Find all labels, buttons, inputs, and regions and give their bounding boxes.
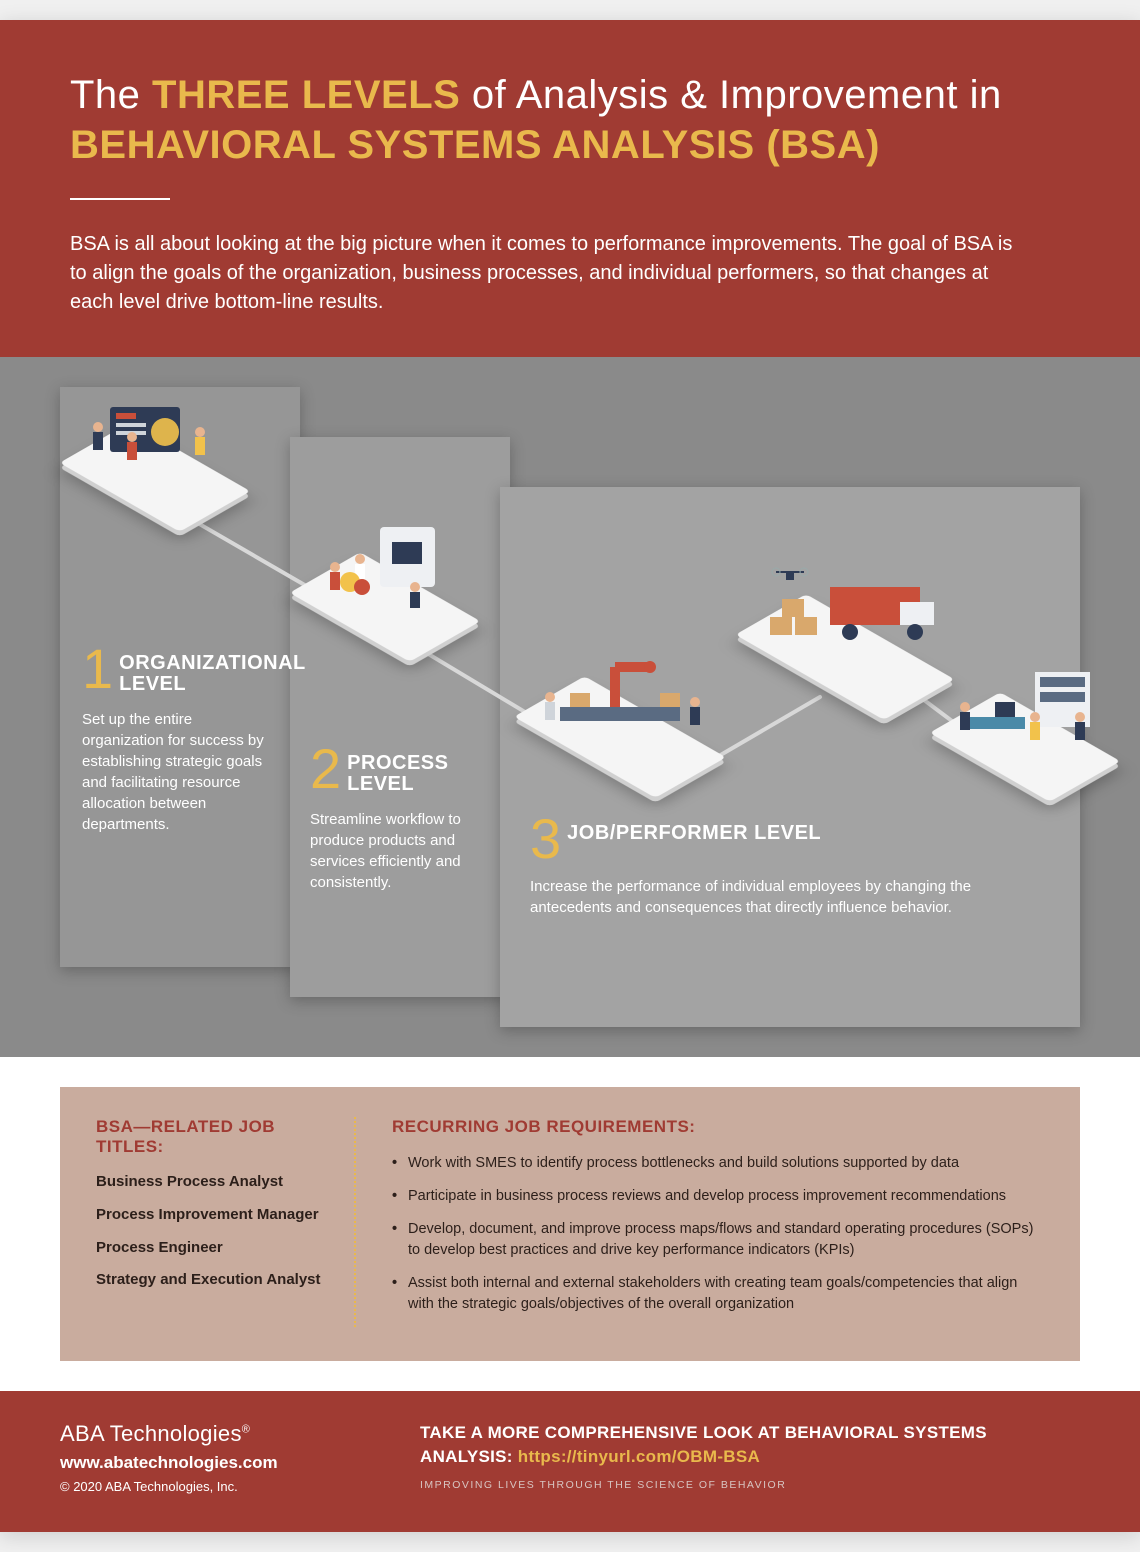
- illus-organizational-icon: [70, 427, 240, 527]
- requirement-item: Assist both internal and external stakeh…: [392, 1273, 1044, 1315]
- intro-text: BSA is all about looking at the big pict…: [70, 230, 1030, 317]
- level-3-title: JOB/PERFORMER LEVEL: [567, 817, 821, 844]
- job-title: Business Process Analyst: [96, 1173, 324, 1192]
- title-pre: The: [70, 73, 152, 117]
- job-title: Process Improvement Manager: [96, 1206, 324, 1225]
- level-1-number: 1: [82, 647, 113, 692]
- tagline: Improving lives through the science of b…: [420, 1479, 1080, 1491]
- job-title: Strategy and Execution Analyst: [96, 1271, 324, 1290]
- level-1-desc: Set up the entire organization for succe…: [82, 709, 274, 835]
- illus-process-icon: [300, 557, 470, 657]
- requirements-heading: RECURRING JOB REQUIREMENTS:: [392, 1117, 1044, 1137]
- level-2-desc: Streamline workflow to produce products …: [310, 809, 482, 893]
- levels-diagram: 1 ORGANIZATIONAL LEVEL Set up the entire…: [0, 357, 1140, 1057]
- title-em1: THREE LEVELS: [152, 73, 460, 117]
- requirement-item: Participate in business process reviews …: [392, 1186, 1044, 1207]
- job-title: Process Engineer: [96, 1239, 324, 1258]
- title-em2: BEHAVIORAL SYSTEMS ANALYSIS (BSA): [70, 123, 880, 167]
- level-2-number: 2: [310, 747, 341, 792]
- cta-link[interactable]: https://tinyurl.com/OBM-BSA: [518, 1447, 760, 1466]
- level-1: 1 ORGANIZATIONAL LEVEL Set up the entire…: [82, 647, 292, 835]
- title-mid: of Analysis & Improvement in: [460, 73, 1001, 117]
- footer-cta-block: TAKE A MORE COMPREHENSIVE LOOK AT BEHAVI…: [420, 1421, 1080, 1494]
- infographic-page: The THREE LEVELS of Analysis & Improveme…: [0, 20, 1140, 1532]
- illus-logistics-icon: [740, 607, 950, 707]
- job-titles-column: BSA—RELATED JOB TITLES: Business Process…: [96, 1117, 356, 1327]
- header-block: The THREE LEVELS of Analysis & Improveme…: [0, 20, 1140, 357]
- level-1-title: ORGANIZATIONAL LEVEL: [119, 647, 305, 695]
- brand-name: ABA Technologies®: [60, 1421, 360, 1447]
- illus-assembly-icon: [520, 687, 720, 787]
- requirements-column: RECURRING JOB REQUIREMENTS: Work with SM…: [392, 1117, 1044, 1327]
- page-title: The THREE LEVELS of Analysis & Improveme…: [70, 70, 1070, 170]
- copyright: © 2020 ABA Technologies, Inc.: [60, 1479, 360, 1494]
- title-divider: [70, 198, 170, 200]
- footer-brand-block: ABA Technologies® www.abatechnologies.co…: [60, 1421, 360, 1494]
- requirement-item: Develop, document, and improve process m…: [392, 1219, 1044, 1261]
- level-2: 2 PROCESS LEVEL Streamline workflow to p…: [310, 747, 500, 893]
- requirement-item: Work with SMES to identify process bottl…: [392, 1153, 1044, 1174]
- illus-office-icon: [940, 697, 1110, 797]
- footer-block: ABA Technologies® www.abatechnologies.co…: [0, 1391, 1140, 1532]
- level-3-number: 3: [530, 817, 561, 862]
- brand-site: www.abatechnologies.com: [60, 1453, 360, 1473]
- job-titles-heading: BSA—RELATED JOB TITLES:: [96, 1117, 324, 1157]
- level-2-title: PROCESS LEVEL: [347, 747, 482, 795]
- level-3-desc: Increase the performance of individual e…: [530, 876, 1032, 918]
- cta-text: TAKE A MORE COMPREHENSIVE LOOK AT BEHAVI…: [420, 1421, 1080, 1469]
- level-3: 3 JOB/PERFORMER LEVEL Increase the perfo…: [530, 817, 1050, 918]
- info-box: BSA—RELATED JOB TITLES: Business Process…: [60, 1087, 1080, 1361]
